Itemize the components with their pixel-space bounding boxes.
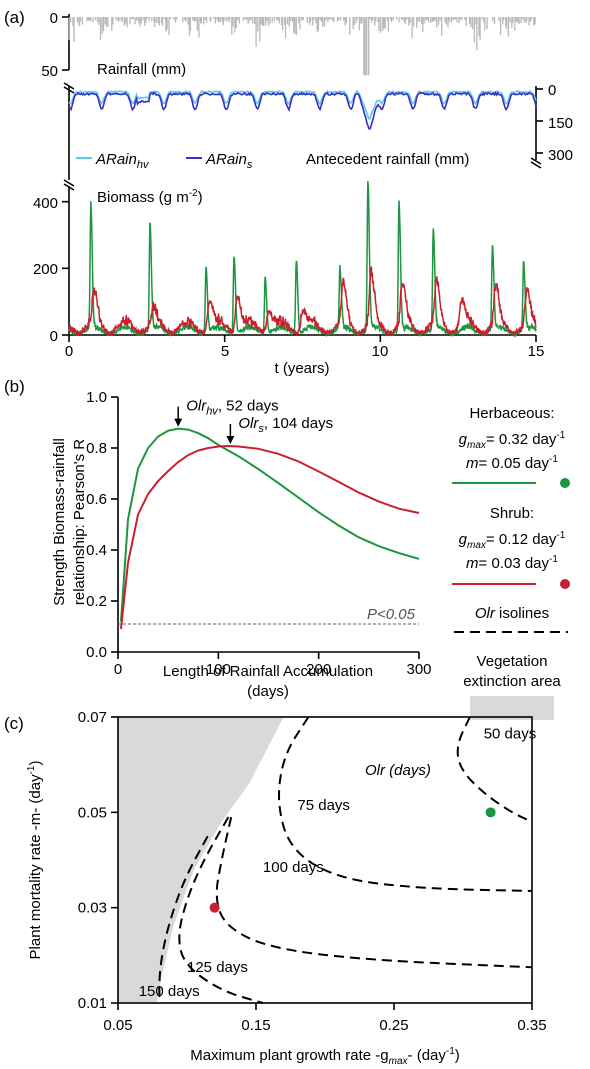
isoline-label: 75 days	[297, 797, 350, 814]
corr-ytick: 0.4	[86, 542, 107, 559]
iso-ytick: 0.01	[78, 995, 107, 1012]
rainfall-label: Rainfall (mm)	[97, 61, 186, 78]
rain-ytick-50: 50	[41, 63, 58, 80]
ante-ytick-300: 300	[548, 147, 573, 164]
legend-veg-2: extinction area	[463, 673, 561, 690]
corr-ytick: 0.0	[86, 644, 107, 661]
bio-xtick-0: 0	[65, 343, 73, 360]
legend-shrub-dot	[560, 579, 570, 589]
rainfall-bars	[68, 17, 536, 76]
legend-arain-hv: ARainhv	[95, 151, 150, 171]
axis-break-a3	[63, 179, 75, 191]
legend-herb-m: m= 0.05 day-1	[466, 454, 558, 472]
isoline-frame	[117, 716, 533, 1004]
isoline-xlabel: Maximum plant growth rate -gmax- (day-1)	[190, 1046, 460, 1067]
corr-ytick: 0.6	[86, 491, 107, 508]
legend-shrub-title: Shrub:	[490, 505, 534, 522]
svg-text:Olrhv, 52 days: Olrhv, 52 days	[186, 398, 279, 418]
bio-xtick-5: 5	[221, 343, 229, 360]
olr-s-annotation: Olrs, 104 days	[226, 415, 333, 444]
olr-isoline	[158, 835, 209, 1003]
corr-xtick: 200	[306, 661, 331, 678]
biomass-xlabel: t (years)	[274, 360, 329, 377]
iso-ytick: 0.03	[78, 900, 107, 917]
biomass-herbaceous-line	[68, 180, 537, 338]
legend-herb-title: Herbaceous:	[469, 405, 554, 422]
iso-xtick: 0.35	[517, 1017, 546, 1034]
correlation-shrub-line	[120, 444, 420, 630]
iso-xtick: 0.05	[103, 1017, 132, 1034]
corr-ytick: 1.0	[86, 389, 107, 406]
bio-xtick-10: 10	[372, 343, 389, 360]
arain-s-line	[68, 91, 537, 130]
olr-isoline	[215, 816, 533, 969]
legend-olr: Olr isolines	[475, 605, 549, 622]
legend-herb-dot	[560, 478, 570, 488]
bio-ytick-200: 200	[33, 261, 58, 278]
extinction-area	[118, 717, 284, 1003]
corr-ytick: 0.8	[86, 440, 107, 457]
correlation-herbaceous-line	[120, 427, 420, 622]
antecedent-plot: 0 150 300 ARainhv ARains Antecedent rain…	[63, 82, 573, 180]
shrub-point	[209, 902, 220, 913]
legend-veg-1: Vegetation	[477, 653, 548, 670]
olr-isoline	[178, 816, 264, 1004]
rain-ytick-0: 0	[50, 10, 58, 27]
legend-shrub-gmax: gmax= 0.12 day-1	[459, 530, 566, 551]
ante-ytick-150: 150	[548, 115, 573, 132]
iso-ytick: 0.05	[78, 804, 107, 821]
correlation-ylabel-2: relationship: Pearson's R	[71, 439, 88, 605]
isoline-label: 50 days	[484, 725, 537, 742]
bio-ytick-400: 400	[33, 195, 58, 212]
correlation-xlabel-days: (days)	[247, 683, 289, 700]
olr-days-label: Olr (days)	[365, 762, 431, 779]
bio-ytick-0: 0	[50, 328, 58, 345]
corr-xtick: 100	[206, 661, 231, 678]
legend-arain-s: ARains	[205, 151, 253, 171]
iso-ytick: 0.07	[78, 709, 107, 726]
legend-extinction-swatch	[470, 696, 554, 720]
biomass-label: Biomass (g m-2)	[97, 188, 203, 206]
axis-break-a1	[63, 82, 75, 94]
olr-hv-annotation: Olrhv, 52 days	[174, 398, 279, 427]
rainfall-plot: 0 50 Rainfall (mm)	[41, 10, 536, 80]
biomass-shrub-line	[68, 265, 537, 338]
isoline-plot: 50 days 75 days 100 days 125 days 150 days 0…	[26, 709, 547, 1067]
ante-ytick-0: 0	[548, 82, 556, 99]
bio-xtick-15: 15	[528, 343, 545, 360]
arain-hv-line	[68, 89, 537, 120]
isoline-label: 100 days	[263, 859, 324, 876]
panel-c-label: (c)	[4, 714, 24, 733]
significance-label: P<0.05	[367, 606, 416, 623]
biomass-plot: Biomass (g m-2) 0 5 10 15 0 200 400 t (y…	[33, 179, 545, 377]
isoline-label: 150 days	[139, 983, 200, 1000]
iso-xtick: 0.15	[241, 1017, 270, 1034]
correlation-ylabel: Strength Biomass-rainfall	[51, 438, 68, 606]
axis-break-a2	[530, 157, 542, 169]
isoline-ylabel: Plant mortality rate -m- (day-1)	[26, 761, 44, 960]
olr-isoline	[456, 716, 533, 823]
legend-panel: Herbaceous: gmax= 0.32 day-1 m= 0.05 day…	[452, 405, 570, 720]
panel-b-label: (b)	[4, 377, 25, 396]
herbaceous-point	[485, 807, 496, 818]
isoline-label: 125 days	[187, 959, 248, 976]
corr-ytick: 0.2	[86, 593, 107, 610]
legend-herb-gmax: gmax= 0.32 day-1	[459, 430, 566, 451]
iso-xtick: 0.25	[379, 1017, 408, 1034]
legend-shrub-m: m= 0.03 day-1	[466, 554, 558, 572]
panel-a-label: (a)	[4, 8, 25, 27]
corr-xtick: 0	[114, 661, 122, 678]
antecedent-label: Antecedent rainfall (mm)	[306, 151, 469, 168]
correlation-xlabel: Length of Rainfall Accumulation	[163, 663, 373, 680]
corr-xtick: 300	[406, 661, 431, 678]
correlation-plot: 0.0 0.2 0.4 0.6 0.8 1.0 0 100 200 300 P<0.05 Olrh…	[51, 389, 432, 700]
olr-isoline	[278, 716, 533, 892]
svg-text:Olrs, 104 days: Olrs, 104 days	[238, 415, 333, 435]
